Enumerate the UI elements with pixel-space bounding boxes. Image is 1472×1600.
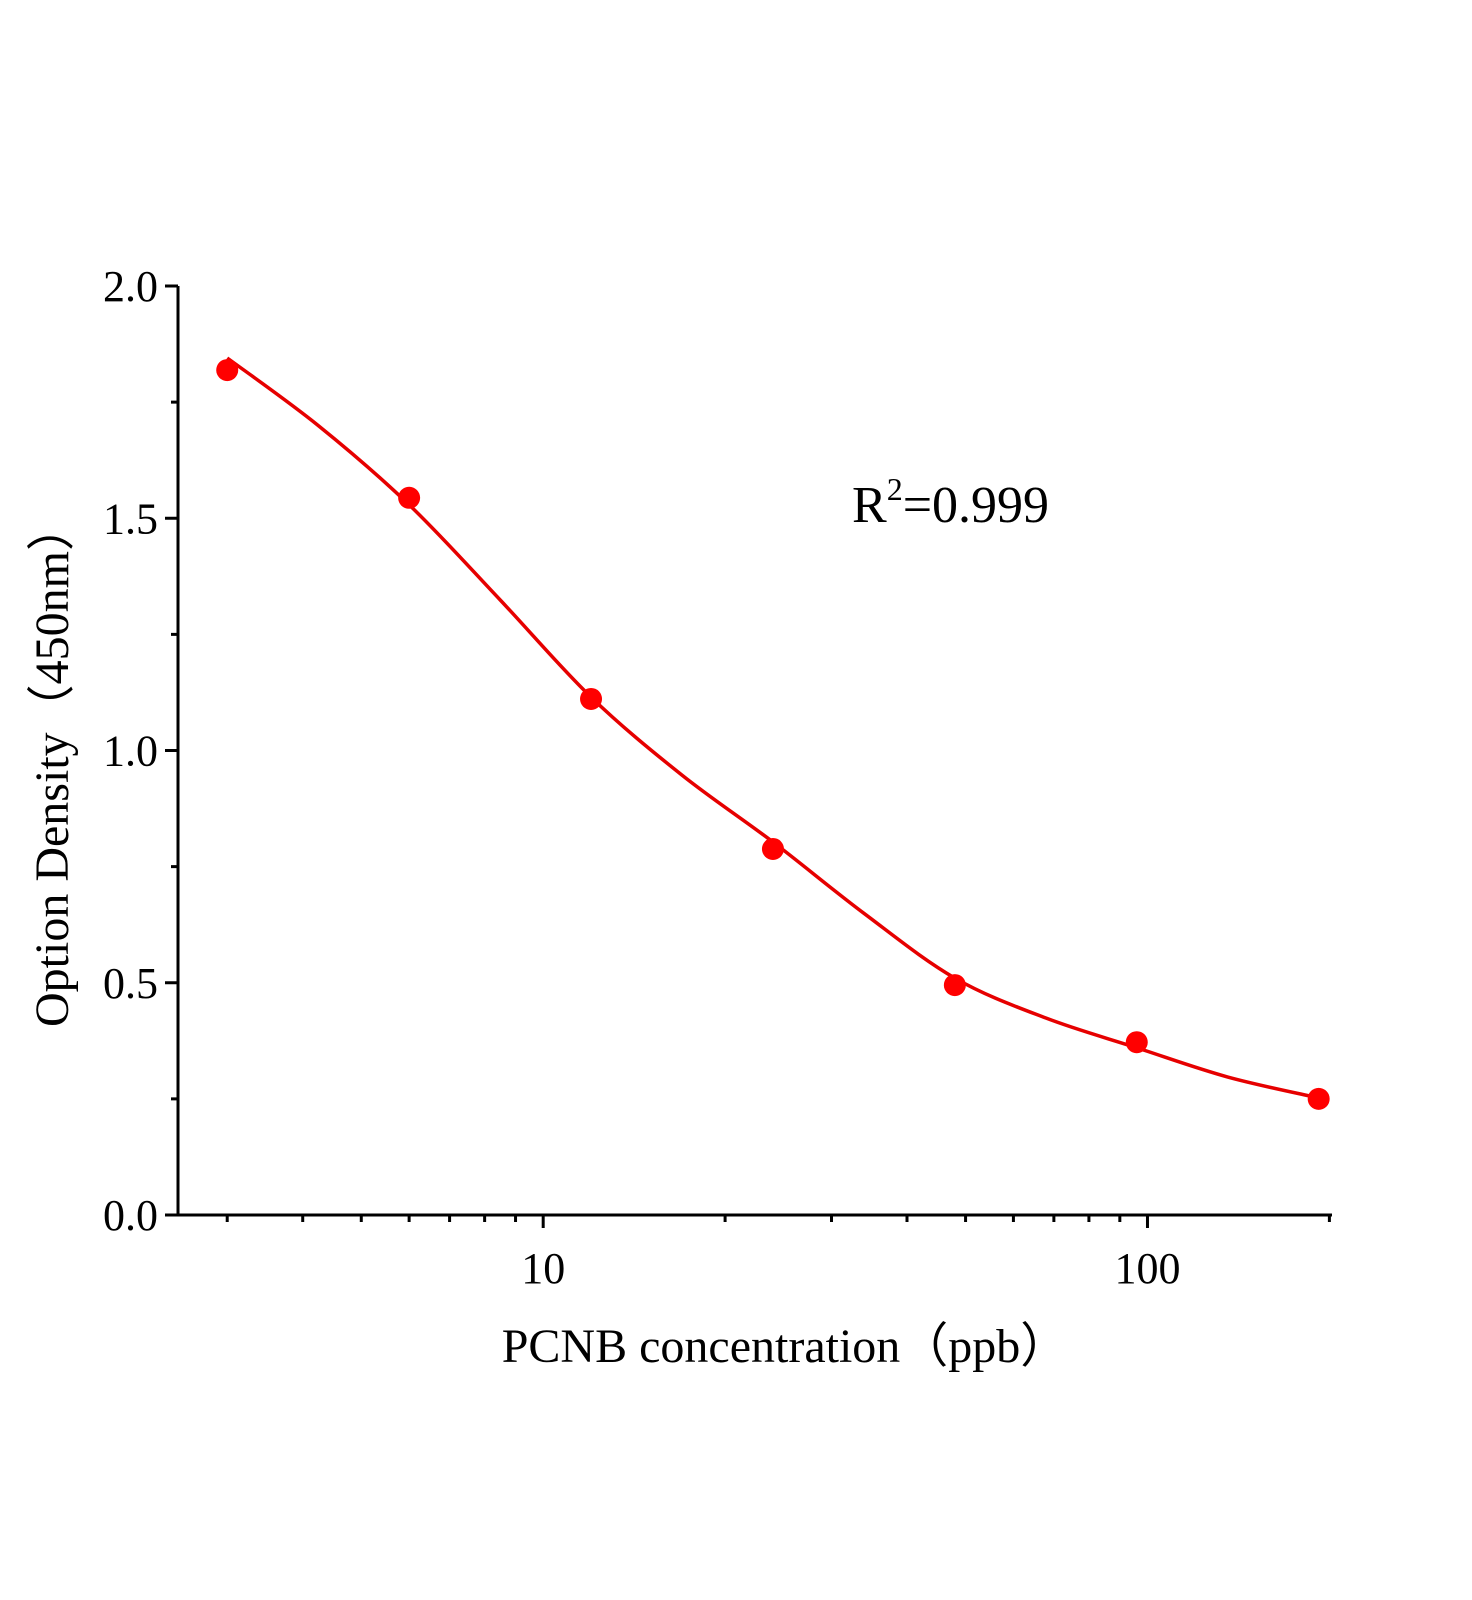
data-point [1125, 1031, 1148, 1054]
annotation-sup: 2 [887, 471, 903, 507]
data-point [216, 359, 239, 382]
x-axis-label: PCNB concentration（ppb） [502, 1320, 1069, 1373]
data-point [398, 486, 421, 509]
y-tick-label: 1.0 [103, 727, 158, 776]
fit-curve [226, 356, 1320, 1100]
annotation-rest: =0.999 [903, 477, 1049, 534]
data-point [1307, 1087, 1330, 1110]
data-point [761, 837, 784, 860]
x-tick-label: 10 [521, 1244, 565, 1293]
annotation: R2=0.999 [852, 471, 1049, 534]
data-point [943, 974, 966, 997]
y-tick-label: 1.5 [103, 494, 158, 543]
y-tick-label: 0.0 [103, 1191, 158, 1240]
annotation-base: R [852, 477, 887, 534]
y-tick-label: 2.0 [103, 262, 158, 311]
x-tick-label: 100 [1114, 1244, 1180, 1293]
y-tick-label: 0.5 [103, 959, 158, 1008]
data-point [580, 687, 603, 710]
y-axis-label: Option Density（450nm） [26, 503, 79, 1027]
